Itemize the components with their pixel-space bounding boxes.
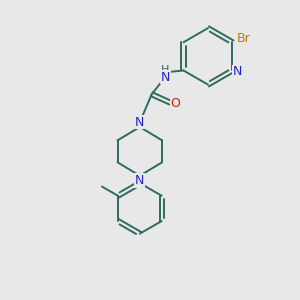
- Text: O: O: [170, 97, 180, 110]
- Text: N: N: [135, 116, 144, 129]
- Text: N: N: [233, 65, 242, 79]
- Text: N: N: [161, 71, 170, 84]
- Text: Br: Br: [237, 32, 250, 45]
- Text: H: H: [161, 65, 169, 75]
- Text: N: N: [135, 174, 144, 187]
